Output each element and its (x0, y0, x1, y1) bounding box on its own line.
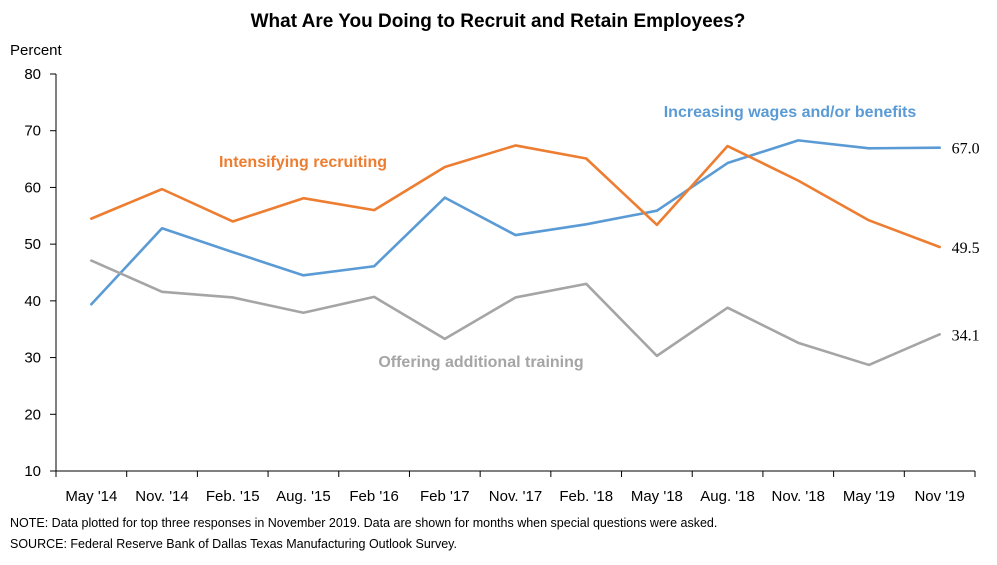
series-label-intensifying-recruiting: Intensifying recruiting (219, 154, 387, 171)
series-label-increasing-wages-and-or-benefits: Increasing wages and/or benefits (664, 104, 917, 121)
end-value-label: 34.1 (952, 327, 980, 344)
x-tick-label: May '18 (631, 488, 683, 505)
series-line-offering-additional-training (90, 259, 941, 367)
x-tick-label: Nov. '14 (135, 488, 188, 505)
end-value-label: 49.5 (952, 240, 980, 257)
x-tick-label: Feb '16 (349, 488, 399, 505)
x-tick-label: May '19 (843, 488, 895, 505)
y-tick-label: 60 (24, 179, 41, 196)
x-tick-label: Nov. '17 (489, 488, 542, 505)
series-label-offering-additional-training: Offering additional training (378, 354, 583, 371)
x-tick-label: Aug. '18 (700, 488, 755, 505)
series-layer (90, 139, 941, 367)
y-tick-label: 70 (24, 123, 41, 140)
labels-layer: Increasing wages and/or benefits 67.0 Inte… (219, 104, 980, 371)
y-tick-label: 10 (24, 463, 41, 480)
axes: 10 20 30 40 50 60 70 80 May '14 Nov. '14 Feb. '15 A… (24, 66, 976, 505)
x-tick-label: Feb. '15 (206, 488, 260, 505)
y-tick-label: 80 (24, 66, 41, 83)
chart-title: What Are You Doing to Recruit and Retain… (251, 11, 746, 32)
x-tick-label: Feb. '18 (559, 488, 613, 505)
y-tick-label: 40 (24, 293, 41, 310)
chart-source: SOURCE: Federal Reserve Bank of Dallas T… (10, 537, 457, 551)
x-tick-label: Feb '17 (420, 488, 470, 505)
x-tick-label: Nov '19 (914, 488, 964, 505)
x-tick-label: Nov. '18 (772, 488, 825, 505)
y-axis-label: Percent (10, 42, 63, 59)
chart-note: NOTE: Data plotted for top three respons… (10, 516, 717, 530)
x-tick-label: May '14 (65, 488, 117, 505)
x-tick-label: Aug. '15 (276, 488, 331, 505)
y-tick-label: 20 (24, 406, 41, 423)
y-tick-label: 50 (24, 236, 41, 253)
end-value-label: 67.0 (952, 141, 980, 158)
y-tick-label: 30 (24, 350, 41, 367)
